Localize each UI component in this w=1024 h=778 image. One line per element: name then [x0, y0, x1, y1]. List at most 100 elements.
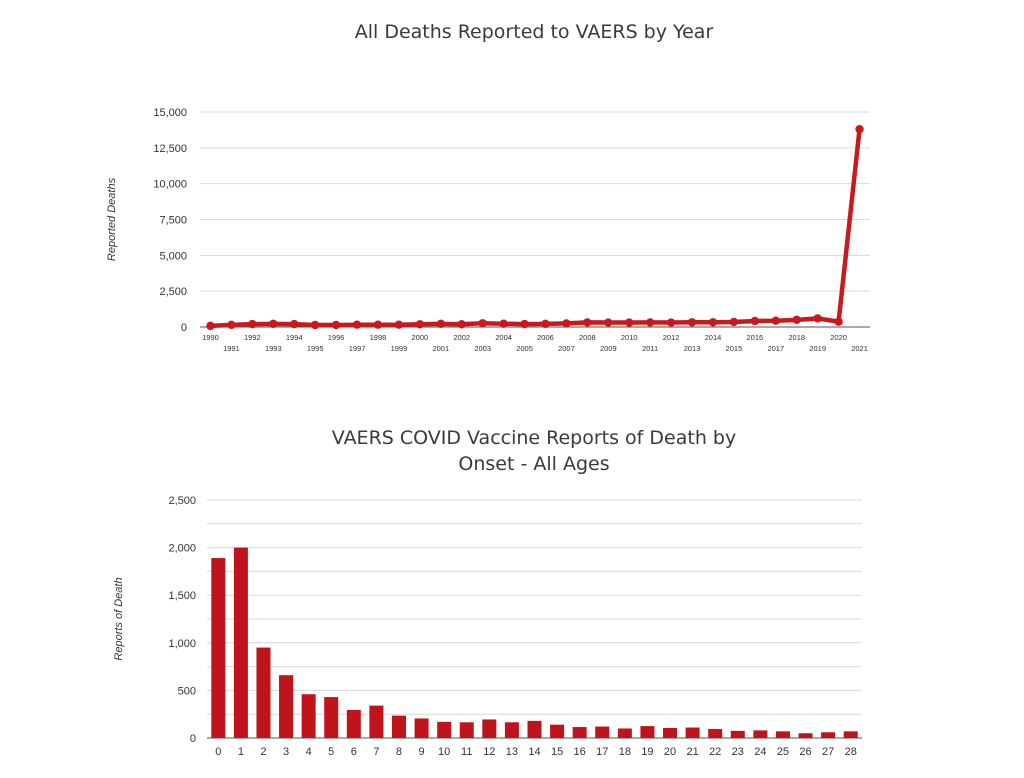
x-tick-label: 27: [822, 746, 834, 758]
data-point: [645, 318, 655, 327]
y-tick-label: 2,500: [168, 495, 196, 507]
data-point: [604, 318, 613, 327]
x-tick-label: 1992: [244, 333, 261, 342]
x-tick-label: 24: [754, 746, 766, 758]
bar: [572, 727, 587, 738]
x-tick-label: 2008: [579, 333, 596, 342]
bar: [821, 732, 836, 738]
x-tick-label: 16: [574, 746, 586, 758]
y-tick-label: 10,000: [153, 179, 187, 191]
x-tick-label: 2004: [495, 333, 512, 342]
x-tick-label: 14: [528, 746, 540, 758]
x-tick-label: 3: [283, 746, 289, 758]
x-tick-label: 2011: [642, 344, 658, 353]
data-point: [206, 321, 215, 331]
chart-deaths-by-onset: VAERS COVID Vaccine Reports of Death by …: [0, 415, 1024, 778]
x-tick-label: 2019: [809, 344, 826, 353]
x-tick-label: 1999: [391, 344, 408, 353]
x-tick-label: 22: [709, 746, 721, 758]
data-point: [562, 319, 571, 328]
data-point: [310, 320, 320, 330]
x-tick-label: 2020: [830, 333, 847, 342]
chart-title-line-1: VAERS COVID Vaccine Reports of Death by: [331, 427, 737, 449]
x-tick-label: 6: [351, 746, 357, 758]
data-point: [373, 320, 383, 329]
data-point: [813, 314, 822, 323]
data-point: [520, 319, 529, 329]
bar: [685, 727, 700, 738]
y-tick-label: 1,500: [168, 590, 196, 602]
data-point: [771, 316, 780, 325]
x-tick-label: 1990: [202, 333, 219, 342]
y-tick-label: 5,000: [159, 250, 187, 262]
x-tick-label: 20: [664, 746, 676, 758]
y-tick-label: 500: [178, 685, 196, 697]
x-tick-label: 2013: [684, 344, 701, 353]
x-tick-label: 2017: [767, 344, 784, 353]
y-tick-label: 15,000: [153, 107, 187, 119]
data-point: [687, 318, 697, 327]
chart-title-line-2: Onset - All Ages: [458, 453, 610, 475]
x-tick-label: 23: [732, 746, 744, 758]
series-line: [208, 126, 862, 329]
data-point: [269, 319, 278, 329]
bar: [369, 705, 384, 738]
bar: [595, 726, 610, 738]
x-tick-label: 19: [641, 746, 653, 758]
x-tick-label: 4: [306, 746, 312, 758]
x-tick-label: 1997: [349, 344, 366, 353]
x-tick-label: 1998: [370, 333, 387, 342]
bar: [550, 724, 565, 738]
data-point: [729, 317, 739, 327]
x-tick-label: 2001: [432, 344, 449, 353]
y-tick-label: 0: [181, 322, 187, 334]
data-point: [415, 320, 425, 329]
x-tick-label: 12: [483, 746, 495, 758]
x-tick-label: 21: [686, 746, 698, 758]
bar: [211, 558, 226, 738]
x-tick-label: 5: [328, 746, 334, 758]
x-tick-label: 2009: [600, 344, 617, 353]
bar: [753, 730, 768, 738]
x-tick-label: 2012: [663, 333, 680, 342]
bar: [256, 647, 271, 738]
bar: [391, 715, 406, 738]
x-tick-label: 1995: [307, 344, 324, 353]
x-tick-label: 0: [215, 746, 221, 758]
x-tick-label: 2016: [747, 333, 764, 342]
x-tick-label: 15: [551, 746, 563, 758]
x-tick-label: 2005: [516, 344, 533, 353]
bar: [414, 718, 429, 738]
x-tick-label: 7: [373, 746, 379, 758]
x-tick-label: 2002: [453, 333, 470, 342]
x-tick-label: 1996: [328, 333, 345, 342]
x-tick-label: 1994: [286, 333, 303, 342]
data-point: [227, 320, 236, 330]
data-point: [457, 320, 466, 329]
bar: [233, 547, 248, 738]
bar: [730, 730, 745, 738]
x-tick-label: 10: [438, 746, 450, 758]
y-axis-label: Reports of Death: [113, 577, 125, 660]
bar: [482, 719, 497, 738]
bar: [798, 733, 813, 738]
data-point: [708, 318, 718, 327]
y-tick-label: 0: [190, 733, 196, 745]
x-tick-label: 17: [596, 746, 608, 758]
x-tick-label: 25: [777, 746, 789, 758]
data-point: [834, 317, 843, 326]
x-tick-label: 9: [419, 746, 425, 758]
x-tick-label: 2000: [412, 333, 429, 342]
bar: [279, 675, 294, 738]
bar: [640, 726, 655, 738]
data-point: [436, 319, 445, 329]
bar: [843, 731, 858, 738]
data-point: [248, 319, 257, 329]
chart-title: All Deaths Reported to VAERS by Year: [354, 21, 714, 43]
bar: [459, 722, 474, 738]
data-point: [499, 319, 508, 328]
chart-deaths-by-year: All Deaths Reported to VAERS by Year 0 2,…: [0, 0, 1024, 380]
data-point: [625, 318, 634, 327]
data-point: [331, 320, 341, 330]
y-tick-label: 7,500: [159, 215, 187, 227]
